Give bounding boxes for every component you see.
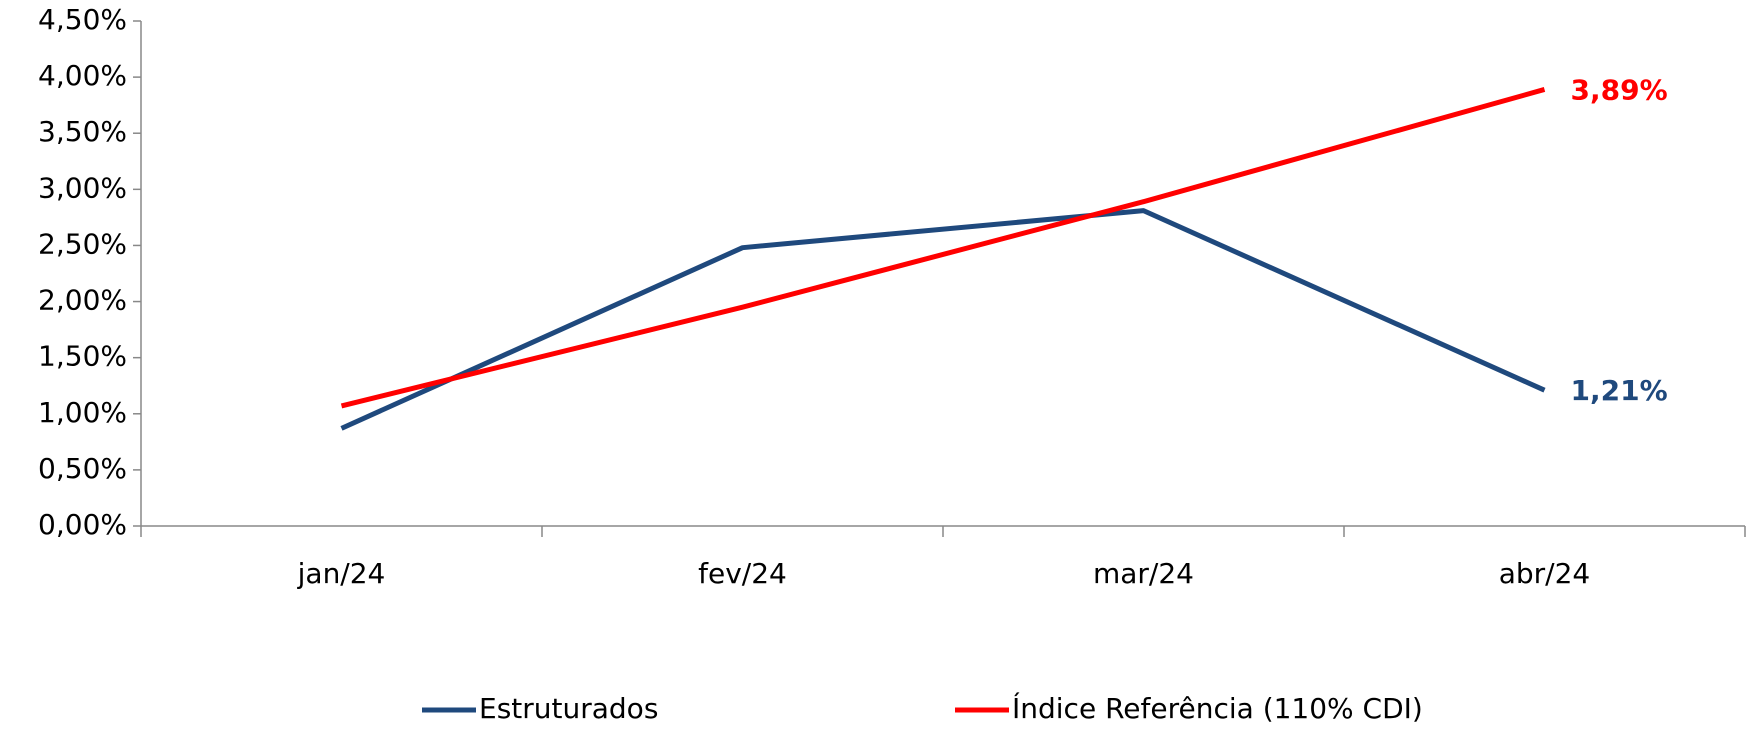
y-tick-label: 3,50%	[38, 115, 127, 148]
y-tick-label: 4,50%	[38, 3, 127, 36]
y-tick-label: 2,00%	[38, 284, 127, 317]
y-tick-label: 0,00%	[38, 508, 127, 541]
series-line	[340, 208, 1546, 431]
data-label: 3,89%	[1571, 73, 1668, 106]
x-tick-label: fev/24	[698, 557, 787, 590]
legend-label: Índice Referência (110% CDI)	[1012, 691, 1423, 725]
y-tick-label: 1,50%	[38, 340, 127, 373]
y-tick-label: 3,00%	[38, 171, 127, 204]
legend-label: Estruturados	[479, 692, 658, 725]
series-line	[340, 87, 1546, 409]
y-tick-label: 2,50%	[38, 227, 127, 260]
x-tick-label: mar/24	[1093, 557, 1194, 590]
y-tick-label: 4,00%	[38, 59, 127, 92]
x-tick-label: abr/24	[1499, 557, 1591, 590]
data-label: 1,21%	[1571, 374, 1668, 407]
y-tick-label: 0,50%	[38, 452, 127, 485]
y-tick-label: 1,00%	[38, 396, 127, 429]
x-tick-label: jan/24	[297, 557, 386, 590]
